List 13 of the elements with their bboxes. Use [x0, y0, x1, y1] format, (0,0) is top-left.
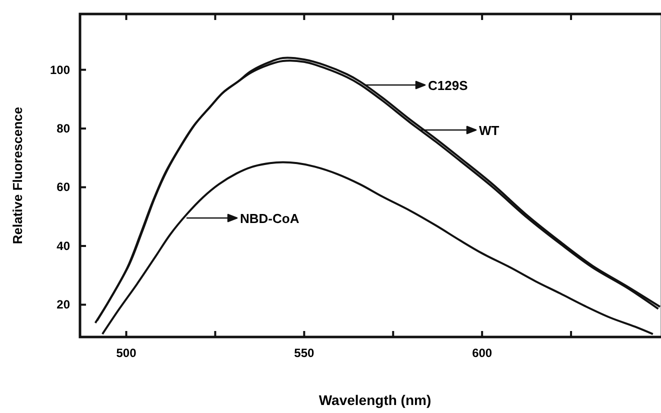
y-tick-label: 60 [56, 180, 70, 194]
x-tick-label: 500 [116, 346, 137, 360]
y-tick-label: 100 [50, 62, 70, 77]
annotation: WT [479, 123, 500, 138]
y-axis-title: Relative Fluorescence [10, 106, 25, 244]
x-tick-label: 550 [294, 346, 315, 360]
y-tick-label: 40 [56, 238, 70, 253]
x-tick-label: 600 [472, 346, 492, 360]
annotation: NBD-CoA [240, 211, 300, 226]
annotation: C129S [428, 78, 468, 93]
x-axis-title: Wavelength (nm) [318, 392, 432, 408]
y-tick-label: 20 [56, 298, 70, 312]
y-tick-label: 80 [56, 122, 70, 136]
